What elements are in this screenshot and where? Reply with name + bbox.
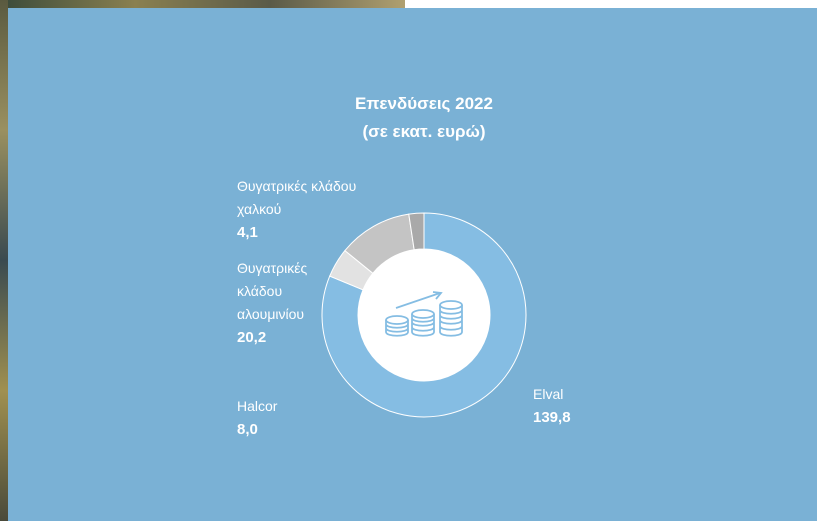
- segment-label: Θυγατρικές κλάδου χαλκού 4,1: [237, 175, 377, 244]
- segment-name: Halcor: [237, 398, 278, 414]
- value-label: 8,0: [237, 421, 258, 438]
- segment-name: Θυγατρικές κλάδου αλουμινίου: [237, 260, 308, 322]
- segment-name: Θυγατρικές κλάδου χαλκού: [237, 178, 357, 217]
- value-label: 20,2: [237, 329, 267, 346]
- segment-name: Elval: [533, 386, 564, 402]
- value-label: 139,8: [533, 409, 571, 426]
- donut-hole: [358, 249, 490, 381]
- value-label: 4,1: [237, 224, 258, 241]
- segment-label: Elval 139,8: [533, 383, 653, 429]
- segment-label: Θυγατρικές κλάδου αλουμινίου 20,2: [237, 257, 317, 349]
- segment-label: Halcor 8,0: [237, 395, 357, 441]
- background-photo: [0, 0, 8, 521]
- chart-subtitle: (σε εκατ. ευρώ): [362, 122, 486, 141]
- coins-icon: [385, 291, 463, 337]
- chart-title: Επενδύσεις 2022: [355, 94, 493, 113]
- background-photo: [0, 0, 405, 8]
